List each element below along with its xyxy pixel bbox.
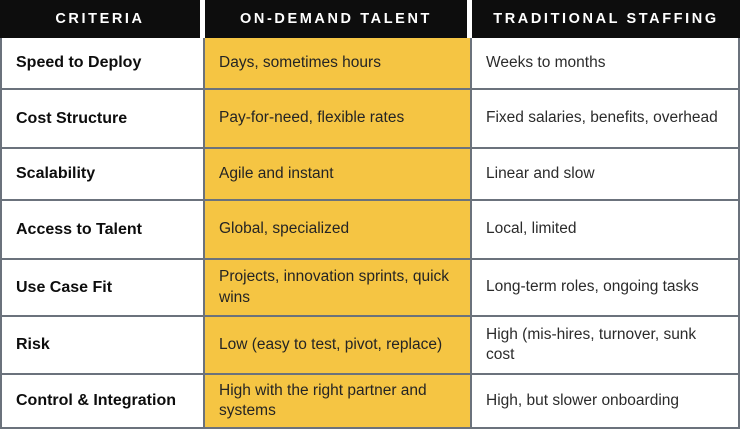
table-row-cost-structure: Cost Structure Pay-for-need, flexible ra… (2, 90, 738, 149)
traditional-cell: High, but slower onboarding (486, 391, 680, 409)
on-demand-cell: Projects, innovation sprints, quick wins (205, 260, 472, 315)
table-row-risk: Risk Low (easy to test, pivot, replace) … (2, 317, 738, 375)
header-cell-on-demand-talent: ON-DEMAND TALENT (205, 0, 467, 38)
on-demand-cell: High with the right partner and systems (205, 375, 472, 427)
traditional-cell: Long-term roles, ongoing tasks (486, 278, 699, 296)
table-row-use-case-fit: Use Case Fit Projects, innovation sprint… (2, 260, 738, 317)
header-cell-traditional-staffing: TRADITIONAL STAFFING (472, 0, 740, 38)
on-demand-cell: Pay-for-need, flexible rates (205, 90, 472, 147)
criteria-cell: Access to Talent (2, 201, 205, 258)
criteria-cell: Risk (2, 317, 205, 373)
criteria-cell: Use Case Fit (2, 260, 205, 315)
criteria-cell: Scalability (2, 149, 205, 199)
on-demand-cell: Global, specialized (205, 201, 472, 258)
criteria-cell: Cost Structure (2, 90, 205, 147)
table-header-row: CRITERIA ON-DEMAND TALENT TRADITIONAL ST… (0, 0, 740, 38)
criteria-cell: Control & Integration (2, 375, 205, 427)
table-row-scalability: Scalability Agile and instant Linear and… (2, 149, 738, 201)
table-row-access-to-talent: Access to Talent Global, specialized Loc… (2, 201, 738, 260)
table-row-control-integration: Control & Integration High with the righ… (2, 375, 738, 429)
on-demand-cell: Days, sometimes hours (205, 38, 472, 88)
traditional-cell: Fixed salaries, benefits, overhead (486, 109, 718, 127)
traditional-cell: Local, limited (486, 220, 577, 238)
traditional-cell: Linear and slow (486, 164, 595, 182)
traditional-cell: Weeks to months (486, 53, 606, 71)
table-row-speed-to-deploy: Speed to Deploy Days, sometimes hours We… (2, 38, 738, 90)
criteria-cell: Speed to Deploy (2, 38, 205, 88)
on-demand-cell: Agile and instant (205, 149, 472, 199)
on-demand-cell: Low (easy to test, pivot, replace) (205, 317, 472, 373)
traditional-cell: High (mis-hires, turnover, sunk cost (486, 325, 697, 363)
header-cell-criteria: CRITERIA (0, 0, 200, 38)
table-body: Speed to Deploy Days, sometimes hours We… (0, 38, 740, 429)
